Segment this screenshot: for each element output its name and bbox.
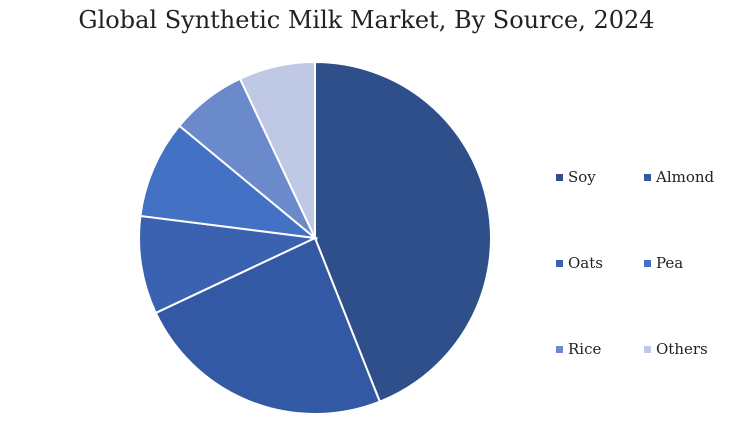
legend-label-soy: Soy: [568, 168, 596, 186]
legend-item-oats: Oats: [556, 254, 603, 272]
legend-swatch-others: [644, 345, 651, 353]
legend-swatch-oats: [556, 259, 563, 267]
legend-label-others: Others: [656, 340, 708, 358]
chart-title: Global Synthetic Milk Market, By Source,…: [78, 6, 655, 34]
legend-label-pea: Pea: [656, 254, 684, 272]
legend-item-pea: Pea: [644, 254, 683, 272]
legend-item-others: Others: [644, 340, 708, 358]
legend-swatch-soy: [556, 173, 563, 181]
legend-swatch-rice: [556, 345, 563, 353]
legend-label-almond: Almond: [656, 168, 715, 186]
legend-swatch-pea: [644, 259, 651, 267]
legend-item-soy: Soy: [556, 168, 596, 186]
legend-swatch-almond: [644, 173, 651, 181]
pie-slice-soy: [314, 60, 492, 403]
legend-label-oats: Oats: [568, 254, 603, 272]
pie-slice-pea: [139, 124, 319, 240]
pie-slice-oats: [138, 214, 319, 315]
legend-label-rice: Rice: [568, 340, 602, 358]
legend-item-almond: Almond: [644, 168, 714, 186]
pie-slice-almond: [154, 236, 382, 415]
legend-item-rice: Rice: [556, 340, 601, 358]
pie-slice-others: [238, 60, 316, 239]
